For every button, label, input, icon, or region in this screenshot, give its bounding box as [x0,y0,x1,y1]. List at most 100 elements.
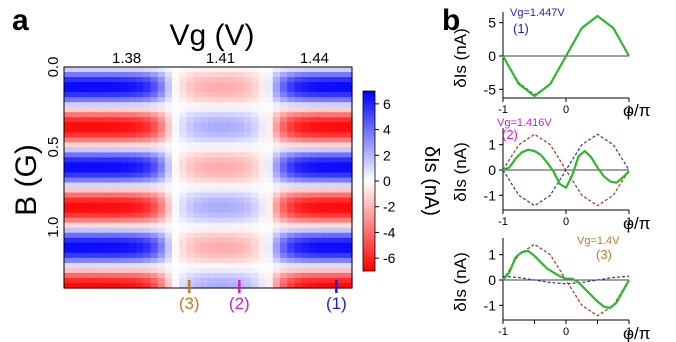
heatmap-cell [287,242,295,249]
heatmap-cell [244,187,252,194]
heatmap-cell [114,187,123,194]
heatmap-cell [179,222,187,229]
heatmap-cell [172,187,180,194]
heatmap-cell [272,112,281,118]
heatmap-cell [287,207,295,214]
heatmap-cell [258,112,267,118]
heatmap-cell [272,267,281,274]
heatmap-cell [85,122,94,128]
heatmap-cell [136,122,144,128]
heatmap-cell [287,92,295,98]
heatmap-cell [308,267,317,274]
heatmap-cell [287,77,295,83]
heatmap-cell [193,232,202,239]
heatmap-cell [330,217,339,224]
heatmap-cell [330,147,339,153]
x-tick-label: 0 [563,104,569,116]
heatmap-cell [164,272,173,279]
heatmap-cell [280,82,288,88]
heatmap-cell [323,267,331,274]
heatmap-cell [78,272,87,279]
heatmap-cell [251,212,259,219]
heatmap-cell [85,117,94,123]
subplot-2-index: (2) [502,127,518,142]
heatmap-cell [337,122,346,128]
colorbar-tick-label: -6 [383,250,396,266]
heatmap-cell [186,227,195,234]
heatmap-cell [136,252,144,259]
heatmap-cell [316,127,324,133]
heatmap-cell [316,172,324,179]
heatmap-cell [150,87,159,93]
heatmap-cell [316,117,324,123]
heatmap-cell [208,257,216,264]
heatmap-cell [258,157,267,164]
heatmap-cell [301,112,310,118]
heatmap-cell [114,247,123,254]
heatmap-cell [222,147,231,153]
heatmap-cell [157,162,166,169]
heatmap-cell [344,262,353,269]
heatmap-cell [179,147,187,153]
heatmap-cell [265,137,274,143]
heatmap-cell [308,262,317,269]
heatmap-cell [100,157,108,164]
heatmap-cell [229,137,238,143]
heatmap-cell [280,157,288,164]
heatmap-cell [100,107,108,113]
heatmap-cell [323,132,331,138]
heatmap-cell [280,132,288,138]
heatmap-cell [172,252,180,259]
heatmap-cell [64,262,72,269]
heatmap-cell [294,187,303,194]
heatmap-cell [229,267,238,274]
heatmap-cell [229,222,238,229]
heatmap-cell [301,192,310,199]
heatmap-cell [265,282,274,289]
heatmap-cell [229,167,238,174]
heatmap-cell [222,172,231,179]
heatmap-cell [136,142,144,148]
heatmap-cell [172,167,180,174]
heatmap-cell [265,212,274,219]
heatmap-cell [344,172,353,179]
heatmap-cell [229,172,238,179]
heatmap-cell [200,72,209,78]
heatmap-cell [186,247,195,254]
heatmap-cell [107,252,115,259]
heatmap-cell [164,252,173,259]
heatmap-cell [308,97,317,103]
heatmap-cell [172,217,180,224]
heatmap-cell [179,267,187,274]
reference-series-line [502,275,630,285]
heatmap-cell [179,142,187,148]
heatmap-cell [323,252,331,259]
heatmap-cell [287,247,295,254]
heatmap-cell [244,137,252,143]
heatmap-cell [136,187,144,194]
heatmap-cell [280,92,288,98]
heatmap-cell [179,162,187,169]
heatmap-cell [193,97,202,103]
heatmap-cell [337,87,346,93]
heatmap-cell [344,167,353,174]
heatmap-cell [265,107,274,113]
heatmap-cell [200,142,209,148]
heatmap-cell [265,132,274,138]
heatmap-cell [121,182,130,189]
heatmap-cell [100,182,108,189]
heatmap-cell [193,87,202,93]
heatmap-cell [172,197,180,204]
heatmap-cell [272,212,281,219]
heatmap-cell [85,227,94,234]
heatmap-cell [344,77,353,83]
heatmap-cell [244,152,252,159]
heatmap-cell [294,77,303,83]
heatmap-cell [128,252,137,259]
heatmap-cell [92,192,101,199]
heatmap-cell [85,262,94,269]
heatmap-cell [172,127,180,133]
heatmap-cell [78,117,87,123]
heatmap-cell [64,277,72,284]
heatmap-cell [193,222,202,229]
